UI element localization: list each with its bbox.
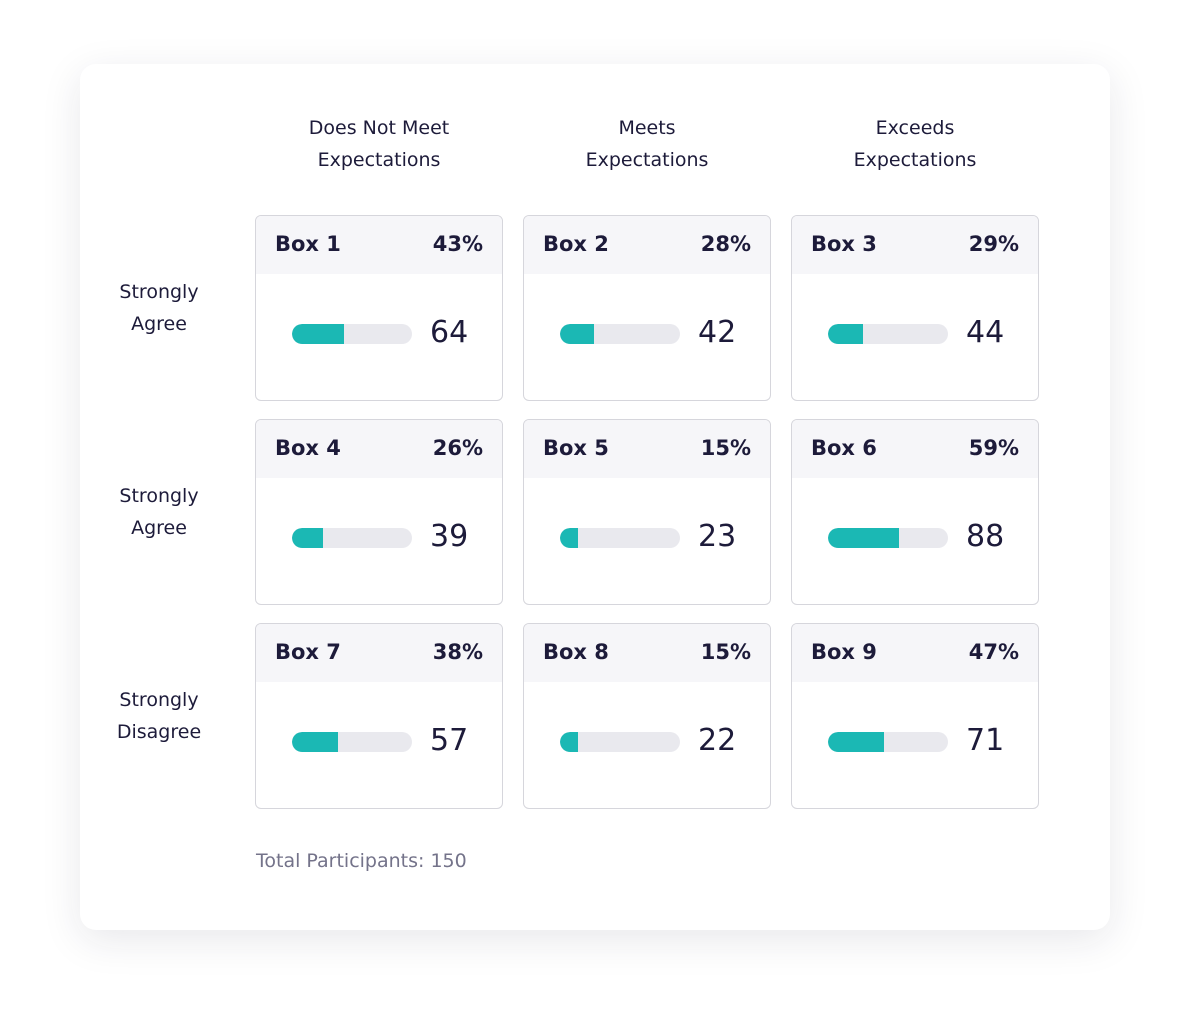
box-percent: 47%	[968, 640, 1019, 664]
box-card: Box 1 43% 64	[255, 215, 503, 401]
box-name: Box 5	[543, 436, 609, 460]
box-card: Box 4 26% 39	[255, 419, 503, 605]
row-header: Strongly Disagree	[116, 689, 202, 743]
box-header: Box 5 15%	[524, 420, 770, 478]
progress-track	[560, 528, 680, 548]
box-percent: 28%	[700, 232, 751, 256]
box-count: 57	[430, 723, 469, 758]
progress-fill	[292, 732, 338, 752]
progress-track	[292, 732, 412, 752]
box-card: Box 6 59% 88	[791, 419, 1039, 605]
progress-fill	[292, 528, 324, 548]
box-header: Box 9 47%	[792, 624, 1038, 682]
column-header: Exceeds Expectations	[853, 117, 977, 171]
box-percent: 15%	[700, 436, 751, 460]
box-name: Box 8	[543, 640, 609, 664]
box-card: Box 2 28% 42	[523, 215, 771, 401]
column-header: Does Not Meet Expectations	[308, 117, 450, 171]
box-count: 42	[698, 315, 737, 350]
progress-fill	[828, 732, 885, 752]
progress-track	[292, 528, 412, 548]
box-count: 88	[966, 519, 1005, 554]
box-card: Box 8 15% 22	[523, 623, 771, 809]
box-card: Box 5 15% 23	[523, 419, 771, 605]
row-header: Strongly Agree	[119, 281, 199, 335]
progress-fill	[560, 528, 578, 548]
box-header: Box 2 28%	[524, 216, 770, 274]
progress-fill	[560, 732, 578, 752]
progress-track	[828, 732, 948, 752]
box-name: Box 4	[275, 436, 341, 460]
progress-fill	[828, 324, 863, 344]
box-card: Box 3 29% 44	[791, 215, 1039, 401]
box-count: 64	[430, 315, 469, 350]
box-name: Box 1	[275, 232, 341, 256]
total-participants: Total Participants: 150	[256, 850, 467, 872]
box-name: Box 3	[811, 232, 877, 256]
progress-track	[828, 528, 948, 548]
box-count: 23	[698, 519, 737, 554]
box-percent: 38%	[432, 640, 483, 664]
progress-track	[560, 732, 680, 752]
box-header: Box 3 29%	[792, 216, 1038, 274]
box-card: Box 7 38% 57	[255, 623, 503, 809]
column-header: Meets Expectations	[585, 117, 709, 171]
box-percent: 29%	[968, 232, 1019, 256]
box-card: Box 9 47% 71	[791, 623, 1039, 809]
box-count: 44	[966, 315, 1005, 350]
row-header: Strongly Agree	[119, 485, 199, 539]
box-percent: 43%	[432, 232, 483, 256]
box-header: Box 6 59%	[792, 420, 1038, 478]
box-count: 71	[966, 723, 1005, 758]
box-header: Box 7 38%	[256, 624, 502, 682]
progress-fill	[828, 528, 899, 548]
progress-fill	[292, 324, 344, 344]
box-name: Box 7	[275, 640, 341, 664]
box-header: Box 1 43%	[256, 216, 502, 274]
box-percent: 15%	[700, 640, 751, 664]
progress-track	[560, 324, 680, 344]
box-percent: 26%	[432, 436, 483, 460]
progress-track	[828, 324, 948, 344]
box-header: Box 8 15%	[524, 624, 770, 682]
progress-fill	[560, 324, 594, 344]
box-name: Box 9	[811, 640, 877, 664]
box-header: Box 4 26%	[256, 420, 502, 478]
progress-track	[292, 324, 412, 344]
box-name: Box 2	[543, 232, 609, 256]
box-count: 22	[698, 723, 737, 758]
box-count: 39	[430, 519, 469, 554]
box-name: Box 6	[811, 436, 877, 460]
box-percent: 59%	[968, 436, 1019, 460]
